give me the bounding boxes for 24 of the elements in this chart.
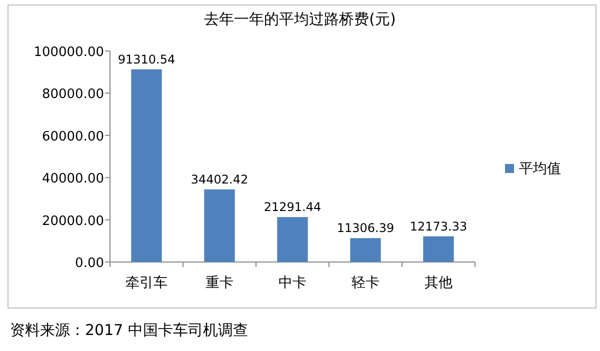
x-tick-label: 其他 — [424, 275, 452, 291]
x-tick-label: 重卡 — [206, 275, 234, 291]
data-label: 91310.54 — [118, 52, 176, 66]
legend-label: 平均值 — [519, 161, 561, 177]
y-tick-label: 80000.00 — [42, 87, 104, 102]
x-tick-label: 中卡 — [278, 275, 306, 291]
y-tick-label: 20000.00 — [42, 214, 104, 229]
y-tick-label: 0.00 — [75, 256, 104, 271]
text: 资料来源：2017 中国卡车司机调查 — [10, 321, 248, 339]
bar — [277, 217, 308, 262]
y-tick-label: 60000.00 — [42, 129, 104, 144]
x-tick-label: 轻卡 — [352, 275, 380, 291]
bar — [131, 69, 162, 262]
y-tick-label: 100000.00 — [34, 45, 104, 60]
bar — [204, 189, 235, 262]
data-label: 34402.42 — [190, 172, 248, 186]
data-label: 12173.33 — [410, 219, 468, 234]
x-tick-label: 牵引车 — [126, 275, 168, 291]
bar — [350, 238, 381, 262]
data-label: 21291.44 — [264, 200, 322, 214]
y-tick-label: 40000.00 — [42, 172, 104, 187]
data-label: 11306.39 — [336, 221, 394, 236]
bar — [423, 236, 454, 262]
chart-title: 去年一年的平均过路桥费(元) — [204, 10, 396, 28]
